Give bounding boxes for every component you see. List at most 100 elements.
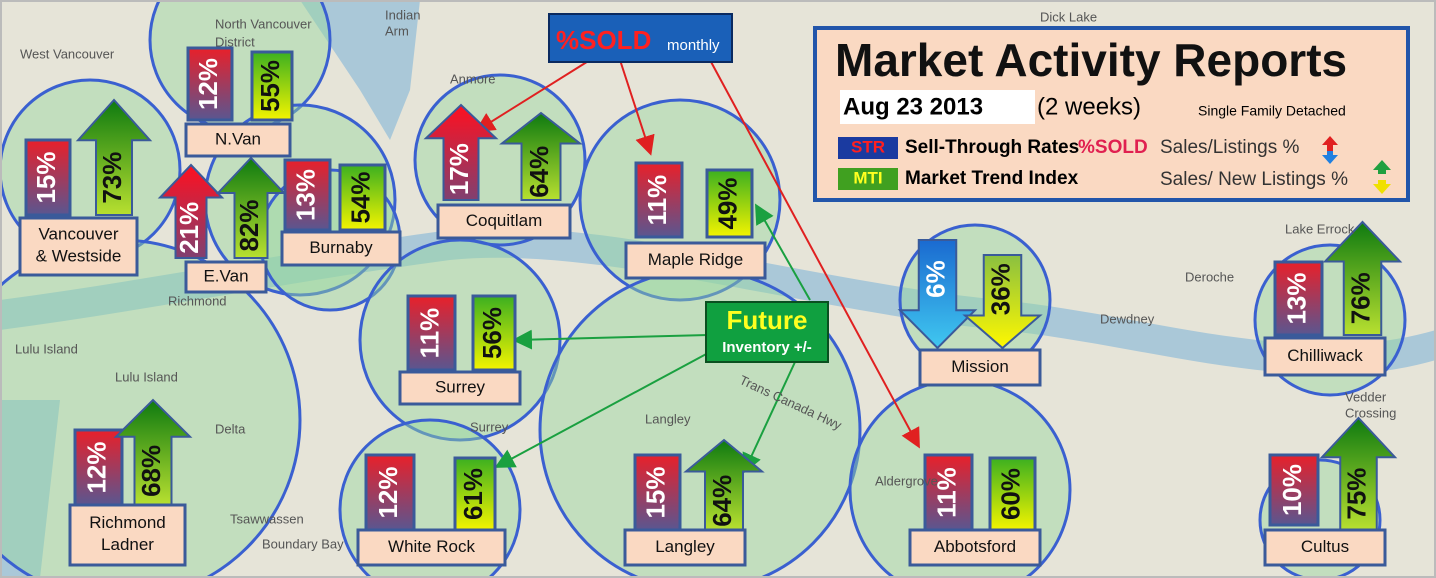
- map-label: Surrey: [470, 419, 509, 434]
- region-name: Maple Ridge: [648, 250, 743, 269]
- region-label-box: [908, 528, 1042, 567]
- str-name: Sell-Through Rates: [905, 137, 1079, 158]
- water: [0, 400, 60, 578]
- region-label-box: [184, 122, 292, 158]
- pointer-arrow: [709, 59, 920, 449]
- title: Market Activity Reports: [835, 34, 1347, 86]
- map-label: Tsawwassen: [230, 511, 304, 526]
- str-extra: %SOLD: [1078, 137, 1148, 158]
- callout-title: %SOLD: [556, 25, 651, 55]
- mti-value: 36%: [985, 263, 1015, 315]
- region-label-box: [624, 241, 767, 280]
- str-value: 11%: [931, 467, 961, 518]
- mti-arrow: [962, 254, 1043, 350]
- str-value: 11%: [642, 175, 672, 226]
- callout-box: [705, 301, 829, 363]
- str-icon: [838, 137, 898, 159]
- mti-value: 54%: [345, 171, 375, 223]
- str-box: [186, 46, 234, 122]
- str-value: 15%: [31, 151, 61, 203]
- map-label: Boundary Bay: [262, 536, 344, 551]
- str-box: [24, 138, 72, 217]
- str-value: 6%: [920, 260, 950, 298]
- str-arrow: [423, 103, 499, 201]
- mti-value: 75%: [1341, 468, 1371, 520]
- mti-arrow: [1319, 416, 1398, 531]
- map-label: Deroche: [1185, 269, 1234, 284]
- map-label: Lulu Island: [115, 369, 178, 384]
- str-box: [283, 158, 332, 232]
- region-name: Langley: [655, 537, 715, 556]
- str-box: [73, 428, 124, 507]
- region-label-box: [436, 203, 572, 240]
- mti-value: 68%: [136, 445, 166, 497]
- map-label: Arm: [385, 23, 409, 38]
- map-label: Indian: [385, 7, 420, 22]
- region-label-box: [623, 528, 747, 567]
- period: (2 weeks): [1037, 93, 1141, 120]
- str-value: 12%: [373, 466, 403, 518]
- map-label: Lake Errock: [1285, 221, 1355, 236]
- str-box: [1268, 453, 1320, 527]
- str-value: 15%: [640, 466, 670, 518]
- mti-value: 56%: [477, 307, 507, 359]
- mti-name: Market Trend Index: [905, 168, 1079, 189]
- region-name: Cultus: [1301, 537, 1349, 556]
- pointer-arrow: [742, 361, 796, 474]
- region-label-box: [280, 230, 402, 267]
- mti-value: 76%: [1345, 272, 1375, 324]
- mti-icon: [838, 168, 898, 190]
- mti-arrow: [113, 398, 193, 506]
- mti-formula: Sales/ New Listings %: [1160, 169, 1348, 190]
- mti-value: 55%: [255, 60, 285, 112]
- mti-arrow: [1322, 220, 1403, 336]
- region-name: Abbotsford: [934, 537, 1016, 556]
- pointer-arrow: [494, 351, 711, 468]
- str-box: [634, 161, 684, 239]
- mti-value: 60%: [995, 468, 1025, 520]
- region-label-box: [18, 216, 139, 277]
- str-value: 13%: [290, 169, 320, 221]
- region-label-box: [918, 348, 1042, 387]
- mti-box: [988, 456, 1037, 532]
- map-label: Vedder: [1345, 389, 1387, 404]
- map-label: Langley: [645, 411, 691, 426]
- mti-arrow: [215, 156, 287, 259]
- callout-note: Inventory +/-: [722, 339, 812, 356]
- segment: Single Family Detached: [1198, 103, 1346, 119]
- mti-arrow: [499, 111, 583, 201]
- str-arrow: [897, 239, 978, 350]
- map-label: District: [215, 34, 255, 49]
- map-label: Richmond: [168, 293, 227, 308]
- str-box: [1273, 260, 1324, 337]
- mti-arrow: [75, 98, 153, 216]
- str-arrow: [157, 163, 225, 259]
- mti-value: 64%: [524, 146, 554, 198]
- region-name: Surrey: [435, 377, 486, 396]
- str-value: 12%: [193, 58, 223, 110]
- pointer-arrow: [755, 203, 811, 301]
- pointer-arrow: [512, 329, 709, 350]
- pointer-arrow: [619, 59, 655, 156]
- mti-box: [705, 168, 754, 239]
- up-icon: [1373, 160, 1391, 174]
- down-icon: [1322, 151, 1338, 164]
- callout-title: Future: [727, 305, 808, 335]
- region-label-box: [398, 370, 522, 406]
- legend: Market Activity Reports Aug 23 2013 (2 w…: [813, 26, 1410, 202]
- str-value: 11%: [414, 308, 444, 359]
- date: Aug 23 2013: [843, 93, 983, 120]
- pointer-arrow: [474, 59, 591, 133]
- mti-value: 49%: [712, 177, 742, 229]
- map-label: Anmore: [450, 71, 496, 86]
- mti-value: 61%: [458, 468, 488, 520]
- callout-note: monthly: [667, 37, 720, 54]
- region-label-box: [356, 528, 507, 567]
- str-value: 10%: [1277, 464, 1307, 516]
- region-name: Mission: [951, 357, 1009, 376]
- up-icon: [1322, 136, 1338, 151]
- str-value: 13%: [1281, 272, 1311, 324]
- region-label-box: [184, 260, 268, 294]
- map-label: Aldergrove: [875, 473, 938, 488]
